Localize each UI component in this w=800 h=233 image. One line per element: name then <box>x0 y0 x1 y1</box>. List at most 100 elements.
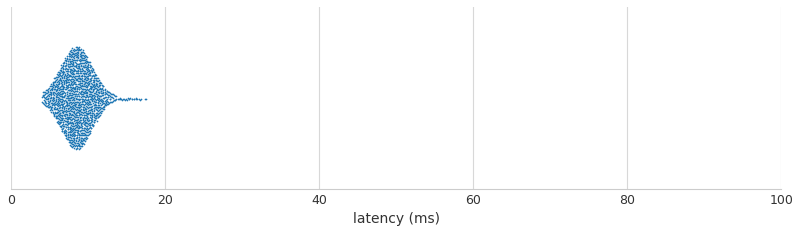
Point <box>59 56 72 60</box>
Point <box>65 130 78 134</box>
Point <box>59 119 72 123</box>
Point <box>79 93 92 97</box>
Point <box>80 109 93 112</box>
Point <box>61 70 74 73</box>
Point <box>48 103 61 107</box>
Point <box>85 92 98 96</box>
Point <box>67 75 80 79</box>
Point <box>49 103 62 106</box>
Point <box>53 93 66 96</box>
Point <box>81 91 94 94</box>
Point <box>71 113 84 117</box>
Point <box>90 119 103 123</box>
Point <box>54 90 66 93</box>
Point <box>68 115 81 119</box>
Point <box>70 108 82 111</box>
Point <box>55 70 68 74</box>
Point <box>77 62 90 65</box>
Point <box>60 61 73 65</box>
Point <box>76 108 89 112</box>
Point <box>101 102 114 106</box>
Point <box>94 87 107 90</box>
Point <box>72 123 85 127</box>
Point <box>67 92 80 96</box>
Point <box>130 96 142 100</box>
Point <box>70 74 82 78</box>
Point <box>78 58 91 62</box>
Point <box>81 85 94 89</box>
Point <box>98 104 110 108</box>
Point <box>84 90 97 94</box>
Point <box>63 104 76 107</box>
Point <box>45 82 58 86</box>
Point <box>74 105 86 109</box>
Point <box>79 63 92 67</box>
Point <box>83 105 96 109</box>
Point <box>57 102 70 106</box>
Point <box>61 102 74 106</box>
Point <box>75 67 88 70</box>
Point <box>82 80 94 83</box>
Point <box>66 136 79 140</box>
Point <box>64 93 77 97</box>
Point <box>38 99 51 103</box>
Point <box>125 97 138 101</box>
Point <box>100 95 113 99</box>
Point <box>95 86 108 90</box>
Point <box>86 117 98 120</box>
Point <box>70 121 83 124</box>
Point <box>42 101 54 105</box>
Point <box>60 129 73 133</box>
Point <box>78 121 91 125</box>
Point <box>72 93 85 96</box>
Point <box>75 132 88 135</box>
Point <box>63 62 76 66</box>
Point <box>60 81 73 85</box>
Point <box>82 126 95 130</box>
Point <box>68 58 81 62</box>
Point <box>118 98 131 101</box>
Point <box>70 84 82 88</box>
Point <box>71 62 84 65</box>
Point <box>87 79 100 83</box>
Point <box>91 97 104 101</box>
Point <box>99 98 112 102</box>
Point <box>86 80 99 84</box>
Point <box>65 98 78 102</box>
Point <box>66 91 78 94</box>
Point <box>58 99 70 103</box>
Point <box>102 94 115 97</box>
Point <box>70 133 83 137</box>
Point <box>75 79 88 82</box>
Point <box>74 112 87 116</box>
Point <box>87 96 100 100</box>
Point <box>65 115 78 119</box>
Point <box>102 93 114 96</box>
Point <box>73 88 86 91</box>
Point <box>81 127 94 130</box>
Point <box>79 133 92 137</box>
Point <box>60 101 73 104</box>
Point <box>77 50 90 54</box>
Point <box>51 92 64 96</box>
Point <box>58 113 70 117</box>
Point <box>117 97 130 101</box>
Point <box>77 74 90 78</box>
Point <box>68 47 81 51</box>
Point <box>79 95 92 99</box>
Point <box>68 130 81 134</box>
Point <box>94 106 107 110</box>
Point <box>56 108 69 111</box>
Point <box>77 141 90 145</box>
Point <box>62 65 75 69</box>
Point <box>65 50 78 54</box>
Point <box>62 73 75 77</box>
Point <box>66 64 79 67</box>
Point <box>45 105 58 109</box>
Point <box>65 79 78 83</box>
Point <box>57 104 70 107</box>
Point <box>73 126 86 130</box>
Point <box>66 88 78 92</box>
Point <box>88 72 101 76</box>
Point <box>96 106 109 110</box>
